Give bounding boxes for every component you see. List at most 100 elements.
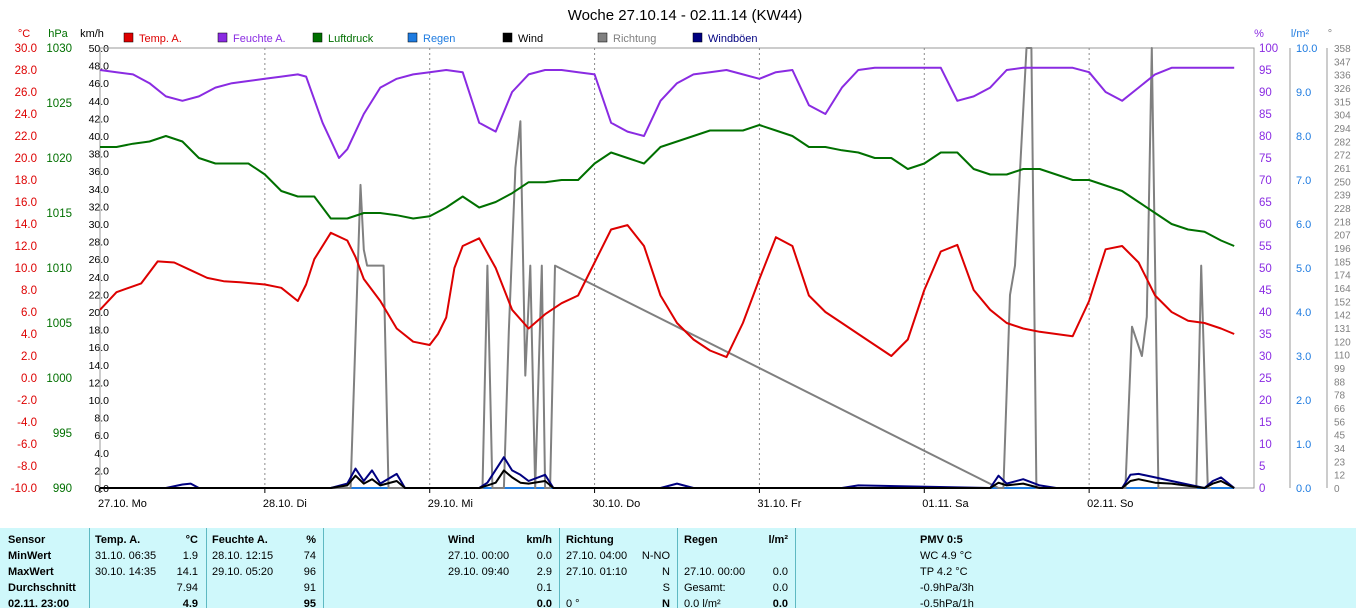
tick-rain-6-0: 6.0: [1296, 219, 1311, 231]
tick-rain-0-0: 0.0: [1296, 483, 1311, 495]
tick-pressure-1010: 1010: [46, 263, 72, 275]
tick-wind-20-0: 20.0: [89, 307, 110, 319]
legend-swatch-wind: [502, 32, 513, 43]
tick-humidity-55: 55: [1259, 241, 1272, 253]
tick-temp-10-0: 10.0: [15, 263, 37, 275]
tick-direction-174: 174: [1334, 271, 1351, 282]
x-tick-27-10-mo: 27.10. Mo: [98, 498, 147, 510]
x-tick-01-11-sa: 01.11. Sa: [922, 498, 969, 510]
sensor-header: Sensor: [8, 534, 46, 546]
tick-direction-336: 336: [1334, 71, 1351, 82]
wind-avg-value: 0.1: [536, 582, 552, 594]
series-line-richtung: [100, 47, 1212, 489]
humidity-current-value: 95: [303, 598, 316, 610]
unit-label-temp: °C: [18, 28, 30, 40]
tick-temp-22-0: 22.0: [15, 131, 37, 143]
pmv-line-1h: -0.5hPa/1h: [920, 598, 974, 610]
tick-temp-4-0: 4.0: [21, 329, 37, 341]
tick-wind-24-0: 24.0: [89, 272, 110, 284]
chart-title: Woche 27.10.14 - 02.11.14 (KW44): [568, 7, 803, 24]
row-label-avg: Durchschnitt: [8, 582, 76, 594]
x-tick-29-10-mi: 29.10. Mi: [428, 498, 473, 510]
unit-label-humidity: %: [1254, 28, 1264, 40]
tick-humidity-95: 95: [1259, 65, 1272, 77]
tick-temp-28-0: 28.0: [15, 65, 37, 77]
tick-wind-42-0: 42.0: [89, 113, 110, 125]
tick-direction-164: 164: [1334, 284, 1351, 295]
legend-label-richtung: Richtung: [613, 33, 656, 45]
tick-wind-32-0: 32.0: [89, 201, 110, 213]
tick-direction-0: 0: [1334, 484, 1340, 495]
tick-rain-2-0: 2.0: [1296, 395, 1311, 407]
humidity-min-value: 74: [303, 550, 316, 562]
direction-header: Richtung: [566, 534, 614, 546]
tick-direction-250: 250: [1334, 177, 1351, 188]
humidity-avg-value: 91: [303, 582, 316, 594]
tick-pressure-1020: 1020: [46, 153, 72, 165]
tick-humidity-100: 100: [1259, 43, 1278, 55]
temp-max-value: 14.1: [176, 566, 198, 578]
legend-label-temp-a: Temp. A.: [139, 33, 182, 45]
stats-table: Sensor MinWert MaxWert Durchschnitt 02.1…: [0, 528, 1356, 610]
x-tick-02-11-so: 02.11. So: [1087, 498, 1133, 510]
tick-direction-261: 261: [1334, 164, 1351, 175]
tick-direction-34: 34: [1334, 444, 1346, 455]
tick-humidity-50: 50: [1259, 263, 1272, 275]
tick-wind-46-0: 46.0: [89, 78, 110, 90]
humidity-max-time: 29.10. 05:20: [212, 566, 274, 578]
wind-unit: km/h: [526, 534, 552, 546]
tick-temp-4-0: -4.0: [17, 417, 37, 429]
temp-avg-value: 7.94: [176, 582, 198, 594]
tick-temp-2-0: -2.0: [17, 395, 37, 407]
tick-direction-88: 88: [1334, 377, 1346, 388]
weather-chart: Woche 27.10.14 - 02.11.14 (KW44) Temp. A…: [11, 7, 1351, 510]
tick-humidity-75: 75: [1259, 153, 1272, 165]
tick-pressure-995: 995: [53, 428, 72, 440]
humidity-min-time: 28.10. 12:15: [212, 550, 274, 562]
tick-direction-131: 131: [1334, 324, 1351, 335]
tick-pressure-990: 990: [53, 483, 72, 495]
tick-rain-8-0: 8.0: [1296, 131, 1311, 143]
pmv-header: PMV 0:5: [920, 534, 963, 546]
tick-wind-16-0: 16.0: [89, 342, 110, 354]
rain-current-amount: 0.0 l/m²: [684, 598, 721, 610]
tick-direction-294: 294: [1334, 124, 1351, 135]
tick-temp-20-0: 20.0: [15, 153, 37, 165]
plot-area: [99, 47, 1255, 489]
tick-pressure-1000: 1000: [46, 373, 72, 385]
rain-unit: l/m²: [768, 534, 788, 546]
tick-temp-2-0: 2.0: [21, 351, 37, 363]
tick-direction-66: 66: [1334, 404, 1346, 415]
tick-temp-6-0: 6.0: [21, 307, 37, 319]
row-label-max: MaxWert: [8, 566, 54, 578]
humidity-header: Feuchte A.: [212, 534, 268, 546]
x-axis: 27.10. Mo 28.10. Di 29.10. Mi 30.10. Do 31.1…: [98, 488, 1133, 510]
tick-wind-6-0: 6.0: [94, 430, 109, 442]
tick-temp-14-0: 14.0: [15, 219, 37, 231]
tick-temp-8-0: 8.0: [21, 285, 37, 297]
tick-pressure-1005: 1005: [46, 318, 72, 330]
wind-max-value: 2.9: [536, 566, 552, 578]
tick-temp-12-0: 12.0: [15, 241, 37, 253]
tick-direction-326: 326: [1334, 84, 1351, 95]
tick-wind-34-0: 34.0: [89, 184, 110, 196]
tick-rain-5-0: 5.0: [1296, 263, 1311, 275]
tick-direction-142: 142: [1334, 311, 1351, 322]
legend-swatch-feuchte-a: [217, 32, 228, 43]
wind-current-value: 0.0: [536, 598, 552, 610]
tick-direction-110: 110: [1334, 351, 1350, 362]
tick-wind-14-0: 14.0: [89, 360, 110, 372]
tick-direction-45: 45: [1334, 431, 1346, 442]
direction-current-degrees: 0 °: [566, 598, 580, 610]
tick-wind-8-0: 8.0: [94, 413, 109, 425]
tick-humidity-90: 90: [1259, 87, 1272, 99]
tick-wind-50-0: 50.0: [89, 43, 110, 55]
tick-temp-18-0: 18.0: [15, 175, 37, 187]
temp-min-time: 31.10. 06:35: [95, 550, 157, 562]
tick-wind-4-0: 4.0: [94, 448, 109, 460]
wind-min-time: 27.10. 00:00: [448, 550, 510, 562]
rain-max-time: 27.10. 00:00: [684, 566, 746, 578]
tick-wind-26-0: 26.0: [89, 254, 110, 266]
temp-min-value: 1.9: [182, 550, 198, 562]
tick-temp-0-0: 0.0: [21, 373, 37, 385]
